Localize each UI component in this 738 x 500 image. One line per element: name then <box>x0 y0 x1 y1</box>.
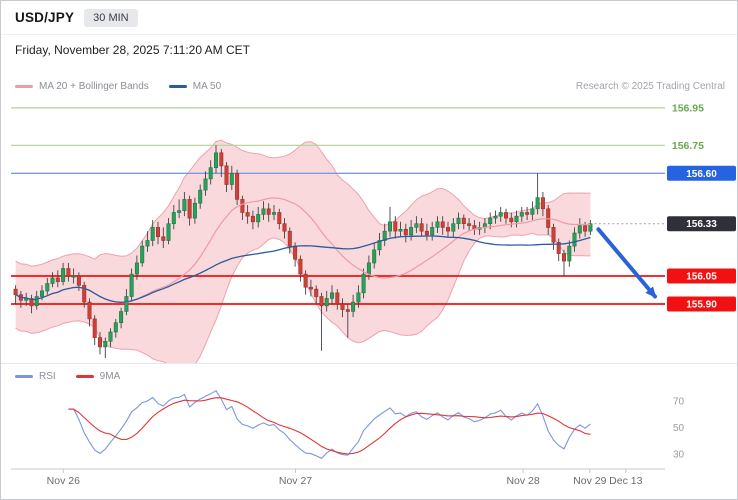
price-level-badge <box>667 268 736 284</box>
rsi-legend-label: RSI <box>39 371 56 382</box>
time-axis-label: Nov 26 <box>47 475 80 487</box>
ma50-swatch-icon <box>168 85 187 88</box>
rsi-9ma-line <box>68 397 591 455</box>
price-level-label: 156.95 <box>672 102 704 114</box>
current-price-badge <box>667 216 736 232</box>
price-level-label: 156.75 <box>672 140 704 152</box>
bollinger-band <box>15 140 591 363</box>
time-axis-label: Nov 27 <box>279 475 312 487</box>
rsi-line <box>68 389 591 459</box>
ma50-legend-label: MA 50 <box>192 81 222 92</box>
rsi-ma-swatch-icon <box>75 375 94 378</box>
time-axis-label: Nov 28 <box>506 475 539 487</box>
rsi-chart: 70 50 30 Nov 26 Nov 27 Nov 28 Nov 29 Dec 13 <box>11 389 685 487</box>
chart-header: USD/JPY 30 MIN <box>1 1 737 35</box>
svg-text:155.90: 155.90 <box>686 300 717 311</box>
price-chart: 156.95 156.75 156.60 156.05 155.90 156.33 <box>11 102 736 363</box>
rsi-swatch-icon <box>15 375 33 378</box>
price-level-badge <box>667 165 736 181</box>
timeframe-badge[interactable]: 30 MIN <box>84 8 138 27</box>
rsi-scale-label: 30 <box>673 450 685 461</box>
price-level-badge <box>667 296 736 312</box>
rsi-scale-label: 70 <box>673 397 685 408</box>
rsi-legend: RSI 9MA <box>1 363 737 382</box>
svg-text:156.33: 156.33 <box>686 219 717 230</box>
ma20-swatch-icon <box>15 85 33 88</box>
rsi-ma-legend-label: 9MA <box>99 371 121 382</box>
svg-text:156.60: 156.60 <box>686 169 717 180</box>
symbol-title: USD/JPY <box>15 10 75 25</box>
svg-text:156.05: 156.05 <box>686 272 717 283</box>
indicator-legend: MA 20 + Bollinger Bands MA 50 Research ©… <box>15 81 725 92</box>
time-axis-label: Dec 13 <box>609 475 642 487</box>
rsi-scale-label: 50 <box>673 423 685 434</box>
forecast-arrow <box>596 227 657 299</box>
copyright-text: Research © 2025 Trading Central <box>575 81 725 92</box>
chart-datetime: Friday, November 28, 2025 7:11:20 AM CET <box>15 43 251 57</box>
ma50-line <box>15 235 591 303</box>
time-axis-label: Nov 29 <box>573 475 606 487</box>
ma20-legend-label: MA 20 + Bollinger Bands <box>39 81 149 92</box>
